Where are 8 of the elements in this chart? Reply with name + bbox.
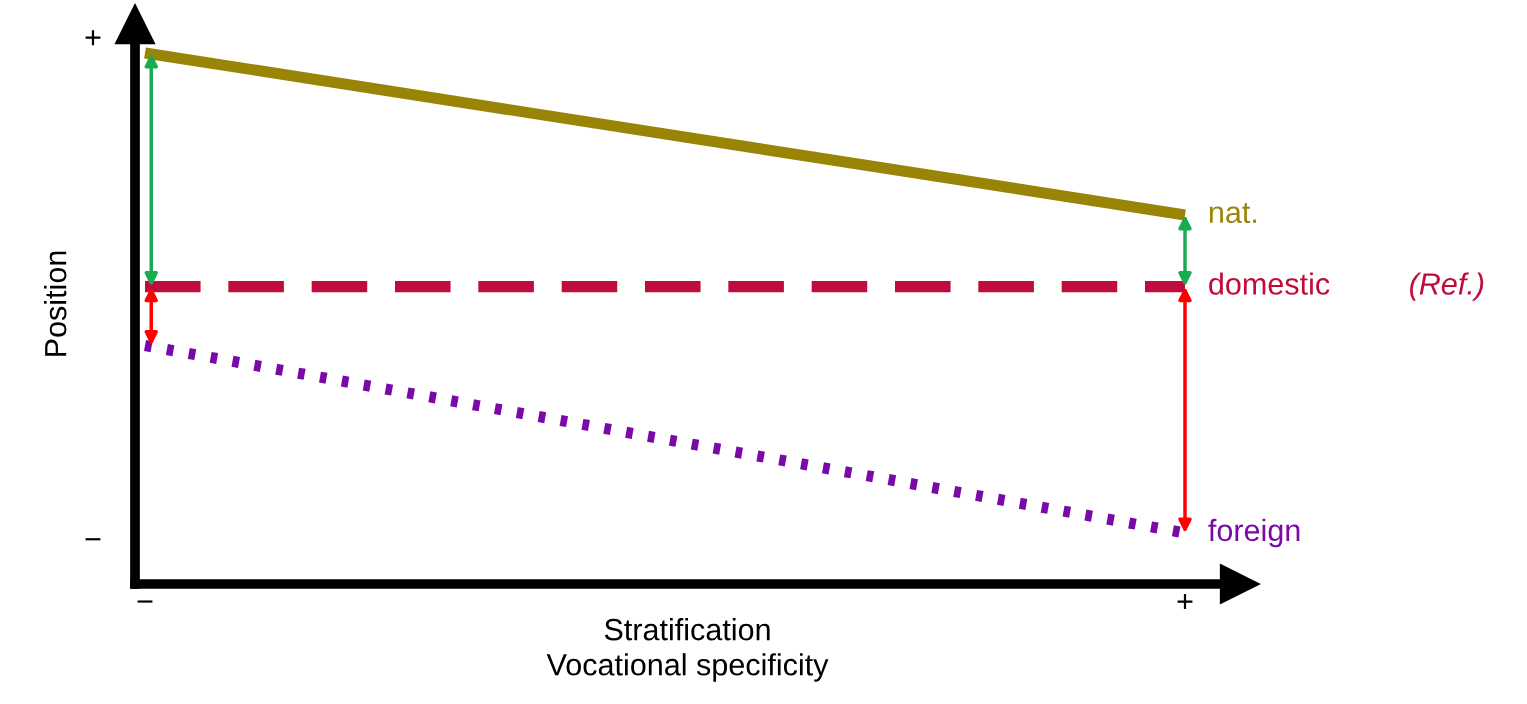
x-axis-title: Stratification Vocational specificity	[546, 618, 829, 682]
annotation: (Ref.)	[1410, 272, 1484, 301]
y-axis-title: Position	[44, 251, 67, 356]
series-label: domestic	[1209, 272, 1330, 295]
annotation: −	[85, 538, 101, 541]
series-label: nat.	[1209, 203, 1257, 224]
series-label: foreign	[1208, 518, 1300, 548]
text: +	[85, 30, 101, 46]
